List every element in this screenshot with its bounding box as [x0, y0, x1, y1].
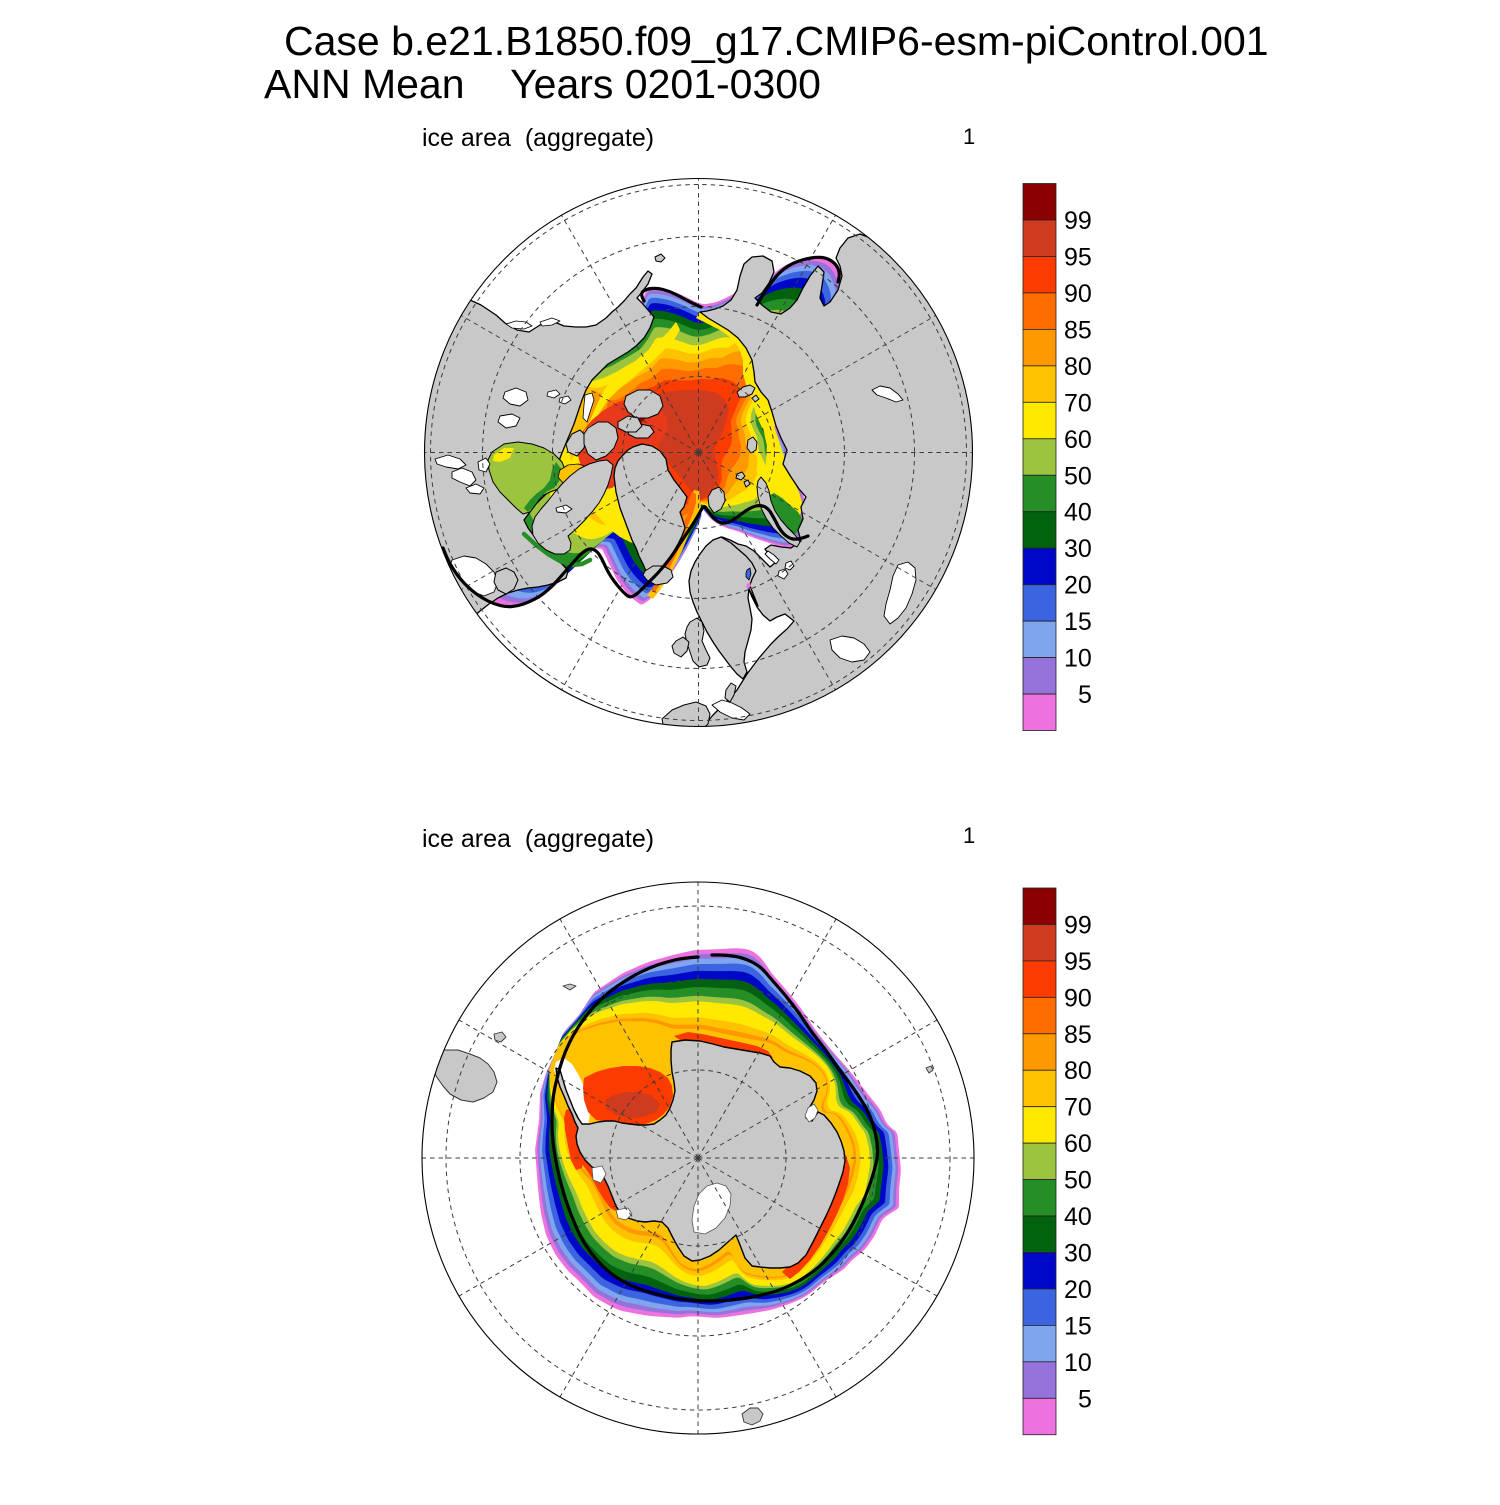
svg-text:80: 80	[1064, 1057, 1092, 1085]
svg-text:80: 80	[1064, 353, 1092, 381]
svg-text:99: 99	[1064, 207, 1092, 235]
svg-text:99: 99	[1064, 912, 1092, 940]
svg-text:20: 20	[1064, 1276, 1092, 1304]
svg-text:95: 95	[1064, 948, 1092, 976]
svg-text:10: 10	[1064, 645, 1092, 673]
svg-text:15: 15	[1064, 608, 1092, 636]
svg-text:40: 40	[1064, 1203, 1092, 1231]
svg-text:40: 40	[1064, 499, 1092, 527]
svg-text:Case b.e21.B1850.f09_g17.CMIP6: Case b.e21.B1850.f09_g17.CMIP6-esm-piCon…	[284, 18, 1269, 64]
svg-text:60: 60	[1064, 1130, 1092, 1158]
svg-text:60: 60	[1064, 426, 1092, 454]
svg-text:5: 5	[1078, 1385, 1092, 1413]
svg-text:ice area (aggregate): ice area (aggregate)	[422, 124, 654, 152]
svg-text:90: 90	[1064, 280, 1092, 308]
svg-text:ice area (aggregate): ice area (aggregate)	[422, 825, 654, 853]
svg-text:70: 70	[1064, 389, 1092, 417]
svg-text:ANN Mean Years 0201-0300: ANN Mean Years 0201-0300	[264, 61, 821, 107]
svg-text:1: 1	[963, 124, 975, 149]
svg-text:85: 85	[1064, 1021, 1092, 1049]
svg-text:10: 10	[1064, 1349, 1092, 1377]
svg-text:50: 50	[1064, 1167, 1092, 1195]
svg-text:85: 85	[1064, 316, 1092, 344]
svg-text:90: 90	[1064, 984, 1092, 1012]
svg-text:20: 20	[1064, 572, 1092, 600]
svg-text:95: 95	[1064, 243, 1092, 271]
svg-text:30: 30	[1064, 1240, 1092, 1268]
svg-text:30: 30	[1064, 535, 1092, 563]
svg-text:1: 1	[963, 823, 975, 848]
svg-text:15: 15	[1064, 1312, 1092, 1340]
svg-text:70: 70	[1064, 1094, 1092, 1122]
svg-text:50: 50	[1064, 462, 1092, 490]
svg-text:5: 5	[1078, 681, 1092, 709]
